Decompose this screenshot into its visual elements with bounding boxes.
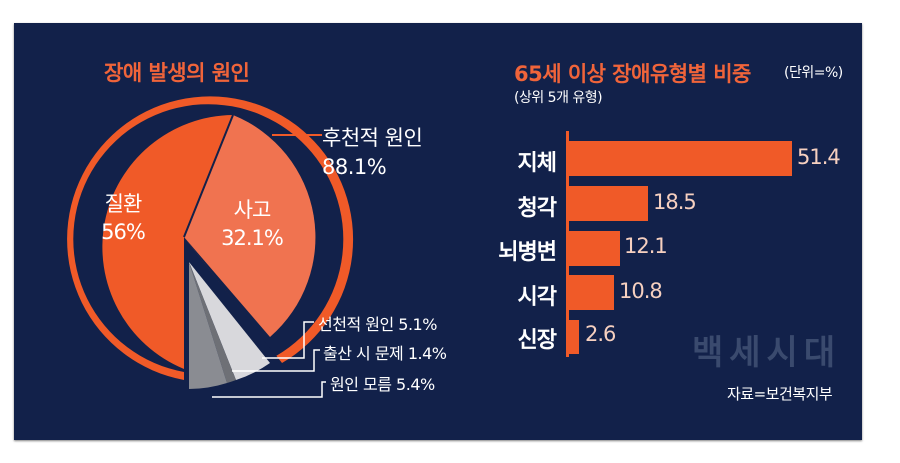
bar-label-limb: 지체 (517, 151, 557, 176)
pie-slice-congenital (189, 262, 270, 380)
accident-label-group: 사고 32.1% (212, 196, 292, 252)
source-label: 자료=보건복지부 (727, 385, 833, 403)
pie-slice-unknown (189, 262, 227, 389)
bar-hearing (568, 186, 648, 221)
pie-slice-accident (184, 115, 316, 337)
bar-label-kidney: 신장 (517, 328, 557, 353)
bar-label-brain: 뇌병변 (498, 240, 557, 265)
bar-vision (568, 275, 614, 310)
accident-value: 32.1% (221, 226, 284, 250)
bar-chart-title: 65세 이상 장애유형별 비중 (514, 62, 751, 86)
bar-label-vision: 시각 (517, 285, 557, 310)
bar-value-hearing: 18.5 (653, 190, 697, 214)
pie-slice-birth (189, 262, 236, 383)
accident-label: 사고 (233, 198, 272, 222)
acquired-label: 후천적 원인 (322, 126, 423, 150)
disease-label-group: 질환 56% (88, 190, 158, 246)
bar-brain (568, 231, 620, 266)
unknown-cause-label: 원인 모름 5.4% (330, 375, 435, 394)
bar-chart-subtitle: (상위 5개 유형) (514, 90, 603, 106)
bar-kidney (568, 320, 579, 354)
bar-value-kidney: 2.6 (585, 322, 616, 346)
congenital-label: 선천적 원인 5.1% (318, 315, 437, 334)
watermark: 백세시대 (692, 333, 842, 373)
bar-limb (568, 141, 792, 176)
birth-problem-label: 출산 시 문제 1.4% (323, 344, 447, 363)
pie-chart-title: 장애 발생의 원인 (104, 61, 250, 85)
disease-label: 질환 (104, 192, 143, 216)
bar-value-vision: 10.8 (619, 279, 663, 303)
pie-slice-disease (102, 115, 234, 369)
bar-value-limb: 51.4 (797, 145, 841, 169)
bar-axis-line (566, 131, 569, 357)
acquired-value: 88.1% (322, 155, 387, 179)
unit-label: (단위=%) (784, 65, 843, 81)
bar-label-hearing: 청각 (517, 196, 557, 221)
disease-value: 56% (101, 220, 146, 244)
bar-value-brain: 12.1 (624, 234, 668, 258)
